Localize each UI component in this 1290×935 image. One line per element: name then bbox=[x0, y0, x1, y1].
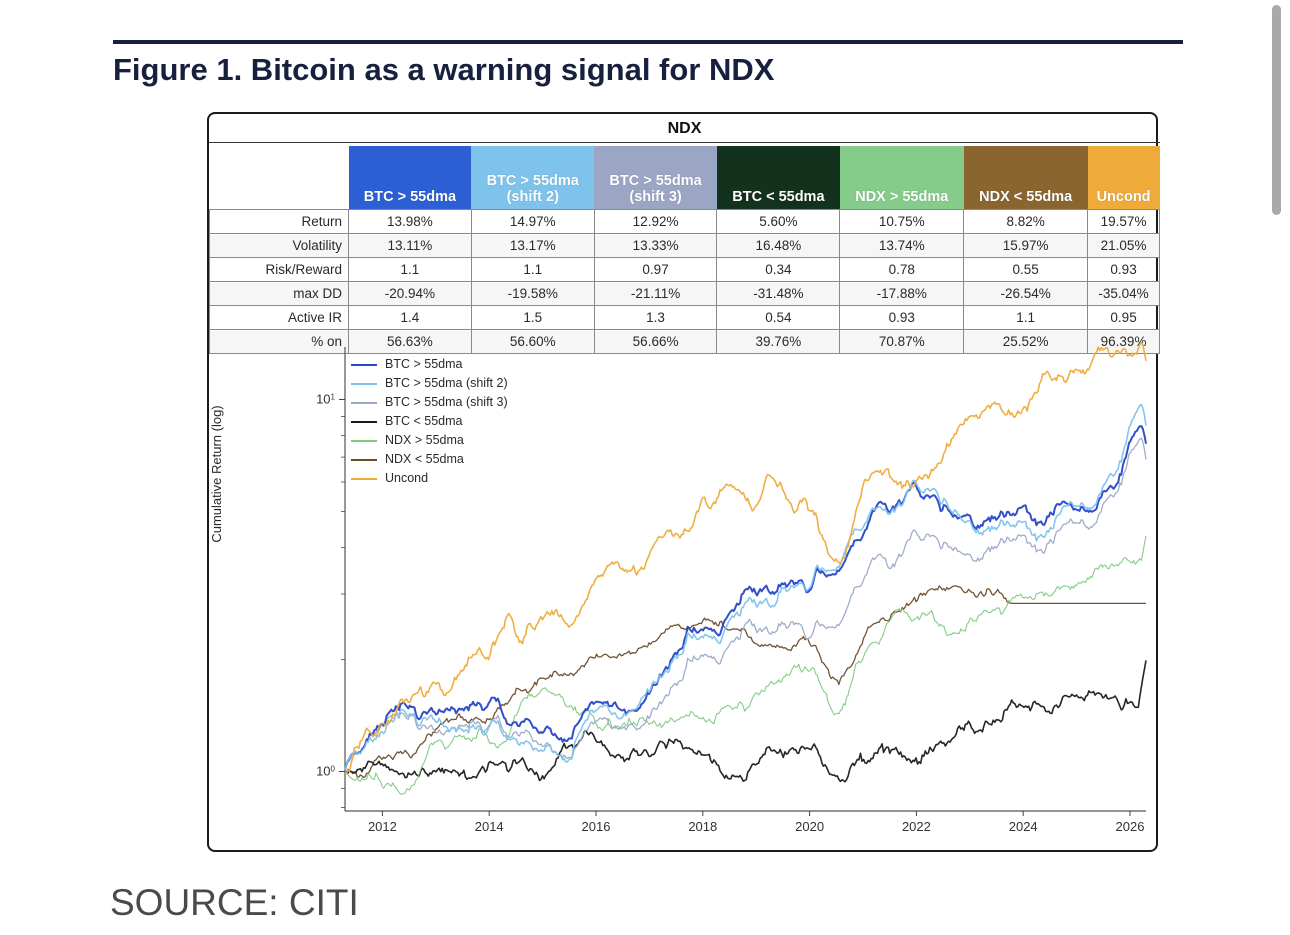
svg-text:101: 101 bbox=[316, 392, 335, 407]
svg-text:2012: 2012 bbox=[368, 819, 397, 834]
svg-text:2014: 2014 bbox=[475, 819, 504, 834]
svg-text:2018: 2018 bbox=[688, 819, 717, 834]
svg-text:2020: 2020 bbox=[795, 819, 824, 834]
svg-text:2026: 2026 bbox=[1116, 819, 1145, 834]
svg-text:100: 100 bbox=[316, 764, 335, 779]
svg-text:2016: 2016 bbox=[582, 819, 611, 834]
svg-text:2024: 2024 bbox=[1009, 819, 1038, 834]
svg-text:2022: 2022 bbox=[902, 819, 931, 834]
